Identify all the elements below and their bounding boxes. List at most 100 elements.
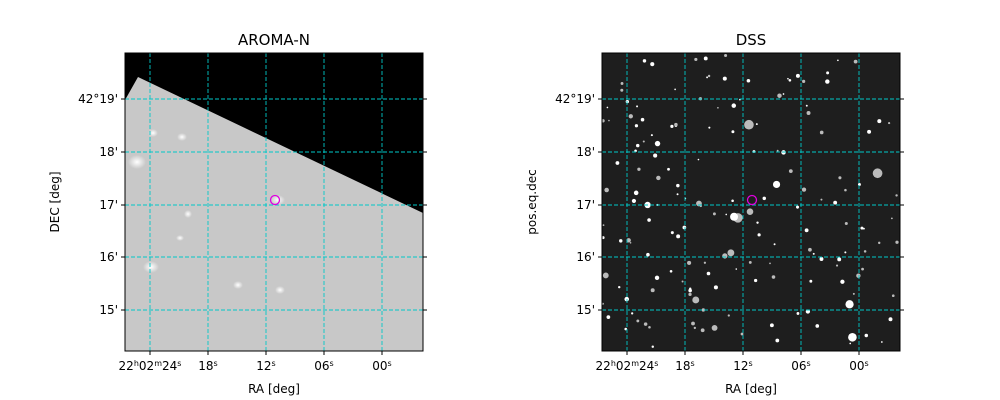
star [845, 300, 854, 309]
star [648, 325, 651, 329]
x-tick-label: 06s [314, 359, 333, 374]
star [700, 328, 705, 333]
star [895, 194, 898, 197]
x-tick-label: 22h02m24s [596, 359, 659, 374]
star [693, 326, 697, 330]
star [891, 294, 895, 298]
tick-part: s [654, 359, 658, 368]
star [833, 200, 838, 205]
star [636, 319, 640, 323]
y-axis-label: pos.eq.dec [525, 169, 539, 234]
star [746, 78, 751, 83]
star [840, 279, 845, 284]
tick-part: s [807, 359, 811, 368]
star [753, 278, 758, 283]
star [717, 106, 719, 109]
tick-part: 12 [733, 359, 748, 373]
star [849, 342, 852, 345]
tick-part: s [272, 359, 276, 368]
star [872, 168, 883, 179]
axes-frame [601, 52, 901, 352]
star [713, 285, 718, 290]
star [762, 196, 766, 201]
panel-title: AROMA-N [238, 31, 310, 49]
y-tick-label: 15' [99, 303, 118, 317]
y-tick-label: 17' [576, 198, 595, 212]
star [844, 251, 847, 254]
star [653, 153, 658, 158]
star [681, 280, 684, 283]
star [888, 317, 893, 322]
star [801, 187, 807, 192]
star [788, 169, 793, 174]
tick-part: s [177, 359, 181, 368]
star [867, 129, 872, 134]
star [608, 119, 610, 122]
star [722, 253, 728, 259]
tick-part: s [330, 359, 334, 368]
x-tick-label: 12s [256, 359, 275, 374]
star [712, 212, 716, 216]
star [852, 292, 855, 295]
tick-part: 02 [616, 359, 631, 373]
y-tick-label: 18' [576, 145, 595, 159]
y-tick-label: 16' [576, 250, 595, 264]
star [802, 79, 806, 84]
star [740, 332, 744, 336]
star [604, 187, 609, 193]
star [640, 117, 645, 122]
star [725, 213, 728, 216]
star [650, 62, 655, 67]
star [602, 236, 605, 240]
y-tick-label: 42°19' [555, 92, 595, 106]
y-tick-label: 17' [99, 198, 118, 212]
star [788, 78, 792, 82]
star [862, 227, 865, 230]
star [795, 73, 800, 78]
star [637, 167, 641, 171]
star [669, 269, 673, 273]
star [777, 93, 782, 98]
star [806, 111, 811, 115]
x-axis-label: RA [deg] [725, 382, 777, 396]
star [654, 275, 660, 281]
star [864, 333, 869, 338]
tick-part: s [865, 359, 869, 368]
star [624, 327, 628, 331]
star [629, 241, 632, 244]
star [848, 332, 857, 342]
star [602, 272, 609, 279]
star [642, 59, 647, 63]
star [727, 249, 735, 257]
star [676, 193, 679, 196]
star [626, 238, 631, 243]
star [703, 261, 707, 264]
star [735, 268, 738, 270]
star [688, 292, 692, 297]
star [633, 190, 639, 196]
star [731, 130, 735, 134]
x-tick-label: 00s [849, 359, 868, 374]
tick-part: 24 [162, 359, 177, 373]
star [820, 198, 823, 201]
target-marker [269, 194, 281, 206]
star [711, 324, 718, 331]
star [707, 74, 711, 78]
star [776, 149, 779, 152]
x-tick-label: 18s [198, 359, 217, 374]
tick-part: s [749, 359, 753, 368]
star [878, 241, 881, 245]
tick-part: s [388, 359, 392, 368]
x-tick-label: 18s [675, 359, 694, 374]
star [701, 308, 705, 312]
star [620, 82, 624, 85]
star [856, 273, 861, 278]
star [771, 275, 776, 279]
star [809, 279, 813, 283]
tick-part: m [631, 359, 639, 368]
star [731, 199, 734, 203]
x-tick-label: 22h02m24s [119, 359, 182, 374]
star [727, 314, 730, 317]
star [838, 176, 842, 180]
